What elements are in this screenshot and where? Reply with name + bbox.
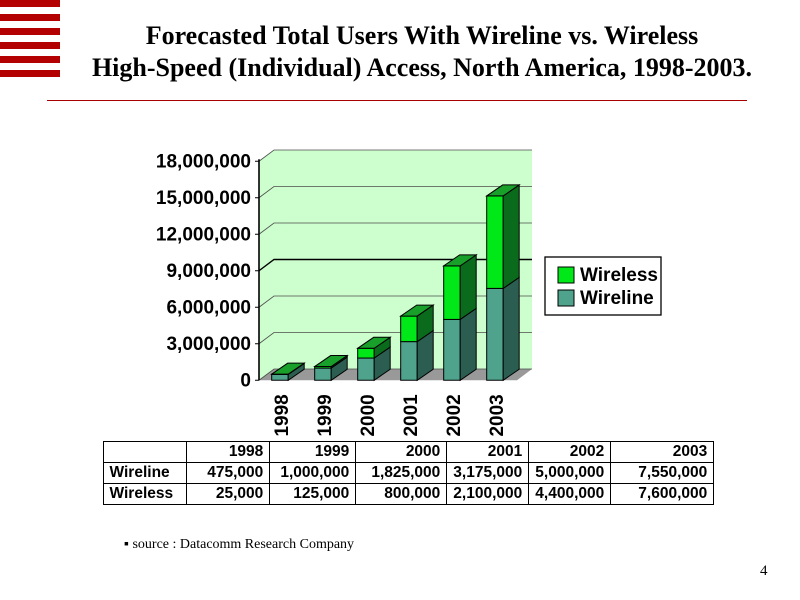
- svg-text:2002: 2002: [444, 394, 465, 436]
- svg-text:6,000,000: 6,000,000: [166, 297, 251, 318]
- svg-text:2001: 2001: [401, 394, 422, 437]
- svg-text:15,000,000: 15,000,000: [156, 188, 251, 209]
- svg-text:0: 0: [240, 370, 251, 391]
- svg-text:2000: 2000: [358, 394, 379, 436]
- svg-text:1999: 1999: [315, 394, 336, 436]
- svg-text:2003: 2003: [487, 394, 508, 436]
- svg-text:12,000,000: 12,000,000: [156, 224, 251, 245]
- svg-text:9,000,000: 9,000,000: [166, 261, 251, 282]
- svg-text:1998: 1998: [272, 394, 293, 436]
- svg-text:18,000,000: 18,000,000: [156, 151, 251, 172]
- svg-text:Wireless: Wireless: [580, 265, 658, 286]
- svg-text:3,000,000: 3,000,000: [166, 334, 251, 355]
- svg-text:Wireline: Wireline: [580, 288, 654, 309]
